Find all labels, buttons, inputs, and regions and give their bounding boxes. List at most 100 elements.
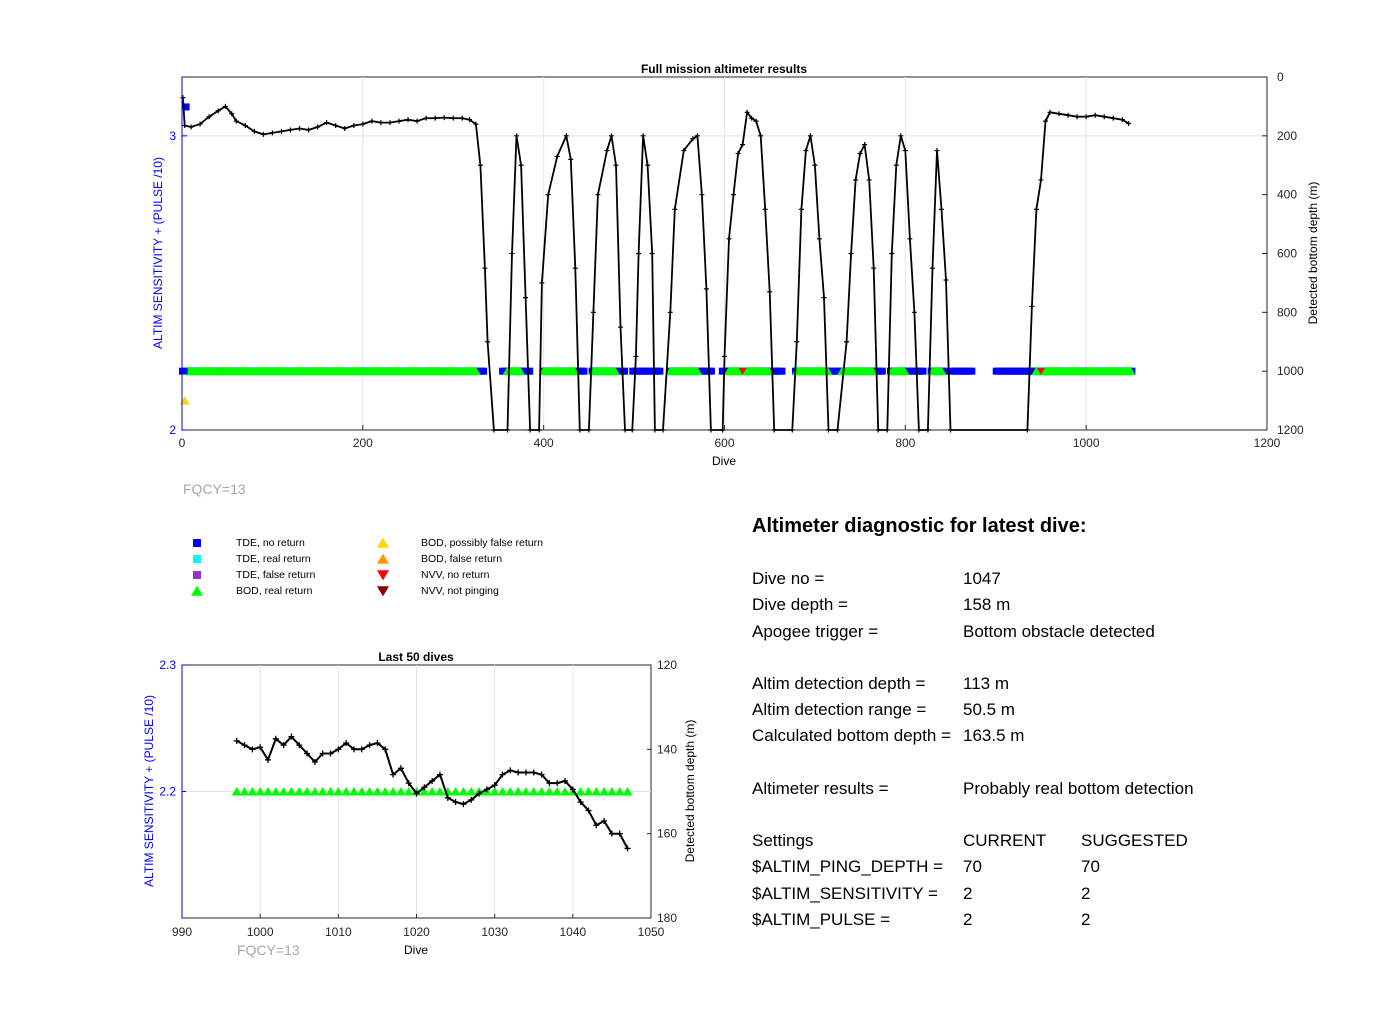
top-depth-point	[862, 142, 868, 148]
bottom-bod-real-return-marker	[341, 787, 352, 796]
bottom-depth-point	[405, 780, 412, 787]
top-depth-point	[229, 111, 235, 117]
bottom-depth-point	[257, 744, 264, 751]
top-x-tick-label: 200	[353, 436, 373, 450]
bod-real-return-marker	[822, 366, 833, 376]
bottom-depth-point	[343, 740, 350, 747]
bottom-bod-real-return-marker	[255, 787, 266, 796]
top-depth-point	[762, 206, 768, 212]
top-depth-point	[509, 251, 515, 256]
top-depth-point	[1029, 303, 1035, 309]
bottom-ticks: 990 1000 1010 1020 1030 1040 1050 2.2 2.3 120 140 1…	[159, 658, 677, 939]
bottom-bod-real-return-marker	[395, 787, 406, 796]
bottom-x-tick-label: 990	[172, 925, 192, 939]
bottom-bod-real-return-marker	[270, 787, 281, 796]
dive-depth-row: Dive depth = 158 m	[752, 592, 1392, 618]
top-y-right-tick-label: 200	[1277, 129, 1297, 143]
tde-no-return-marker	[778, 367, 786, 375]
bottom-depth-point	[554, 780, 561, 787]
top-depth-point	[925, 427, 931, 433]
tde-no-return-marker	[621, 367, 629, 375]
top-depth-point	[233, 118, 239, 124]
tde-no-return-marker	[181, 368, 188, 375]
nvv-no-return-marker	[738, 367, 747, 375]
bottom-depth-point	[499, 771, 506, 778]
top-depth-point	[660, 427, 666, 433]
top-depth-point	[902, 148, 908, 154]
bottom-chart-title: Last 50 dives	[378, 650, 454, 664]
top-depth-point	[771, 427, 777, 433]
top-depth-point	[794, 339, 800, 345]
bottom-depth-point	[538, 771, 545, 778]
top-depth-point	[934, 148, 940, 154]
current-label: CURRENT	[963, 831, 1047, 851]
bottom-depth-point	[390, 771, 397, 778]
legend-tde-false-return-icon	[193, 571, 201, 579]
top-depth-point	[197, 121, 203, 127]
top-depth-point	[1047, 109, 1053, 115]
top-y-right-tick-label: 1000	[1277, 364, 1304, 378]
top-depth-point	[278, 128, 284, 134]
bottom-depth-point	[288, 733, 295, 740]
top-depth-point	[467, 117, 473, 123]
bottom-bod-real-return-marker	[372, 787, 383, 796]
bottom-y-right-tick-label: 140	[657, 742, 677, 756]
diagnostic-panel: Altimeter diagnostic for latest dive: Di…	[752, 515, 1392, 933]
bottom-y-right-tick-label: 180	[657, 911, 677, 925]
top-fqcy-annotation: FQCY=13	[183, 481, 246, 497]
top-depth-point	[450, 115, 456, 121]
top-x-tick-label: 400	[534, 436, 554, 450]
top-depth-point	[767, 289, 773, 295]
top-depth-point	[857, 150, 863, 156]
top-x-tick-label: 800	[895, 436, 915, 450]
results-row: Altimeter results = Probably real bottom …	[752, 776, 1392, 802]
bottom-bod-real-return-marker	[583, 787, 594, 796]
bottom-bod-real-return-marker	[380, 787, 391, 796]
top-depth-point	[324, 120, 330, 126]
bottom-bod-real-return-marker	[466, 787, 477, 796]
top-depth-point	[652, 427, 658, 433]
top-depth-point	[577, 427, 583, 433]
apogee-value: Bottom obstacle detected	[963, 621, 1155, 641]
tde-no-return-marker	[656, 367, 664, 375]
bottom-depth-point	[491, 782, 498, 789]
bottom-x-tick-label: 1010	[325, 925, 352, 939]
top-depth-point	[182, 123, 188, 129]
bottom-bod-real-return-marker	[497, 787, 508, 796]
top-depth-point	[916, 427, 922, 433]
bottom-bod-real-return-marker	[520, 787, 531, 796]
bod-real-return-marker	[692, 366, 703, 376]
top-depth-point	[1038, 177, 1044, 183]
bottom-depth-point	[601, 818, 608, 825]
bottom-bod-real-return-marker	[294, 787, 305, 796]
top-depth-point	[803, 148, 809, 154]
full-mission-chart: 0 200 400 600 800 1000 1200 2 3 0 200 400 600 800 1000…	[151, 62, 1320, 468]
settings-label: Settings	[752, 831, 814, 851]
bottom-depth-point	[452, 799, 459, 806]
top-depth-point	[523, 295, 529, 301]
bottom-depth-point	[374, 740, 381, 747]
top-depth-point	[536, 427, 542, 433]
top-depth-point	[672, 206, 678, 212]
dive-depth-value: 158 m	[963, 595, 1011, 615]
top-depth-point	[459, 115, 465, 121]
dive-depth-label: Dive depth =	[752, 595, 848, 615]
diagnostic-title: Altimeter diagnostic for latest dive:	[752, 515, 1087, 537]
bottom-bod-real-return-marker	[528, 787, 539, 796]
bottom-y-right-tick-label: 160	[657, 827, 677, 841]
top-depth-point	[269, 130, 275, 136]
bottom-bod-real-return-marker	[544, 787, 555, 796]
top-depth-point	[423, 115, 429, 121]
bottom-y-tick-label: 2.3	[159, 658, 176, 672]
bottom-depth-point	[350, 746, 357, 753]
top-depth-point	[473, 121, 479, 127]
legend-nvv-not-pinging: NVV, not pinging	[421, 585, 499, 597]
bottom-depth-point	[624, 845, 631, 852]
altim-range-value: 50.5 m	[963, 700, 1015, 720]
top-depth-point	[568, 156, 574, 162]
top-depth-point	[369, 118, 375, 124]
bottom-x-tick-label: 1020	[403, 925, 430, 939]
top-depth-point	[893, 162, 899, 168]
bottom-depth-point	[304, 750, 311, 757]
